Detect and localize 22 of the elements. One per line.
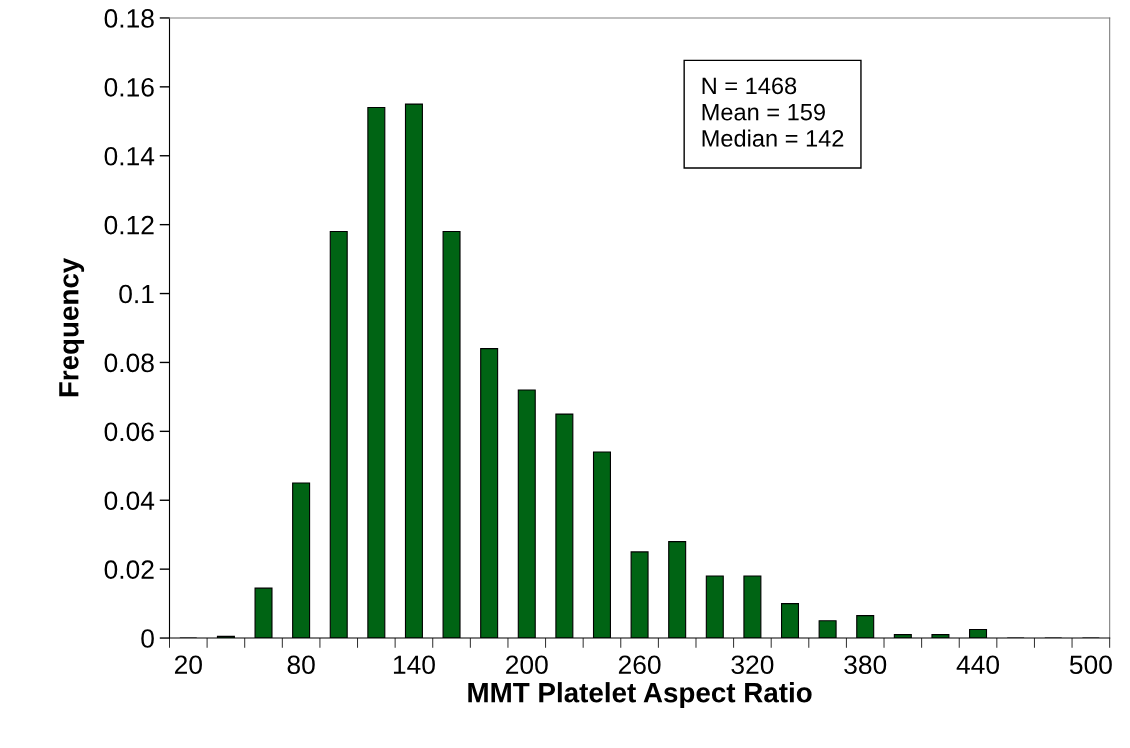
y-tick-label: 0 [141,629,154,648]
x-tick-label: 380 [844,655,887,675]
y-axis-title: Frequency [59,257,85,397]
x-tick-label: 500 [1069,655,1112,675]
x-axis-title: MMT Platelet Aspect Ratio [468,682,812,708]
y-tick-label: 0.16 [104,77,154,97]
x-tick-label: 200 [506,655,548,675]
y-tick-label: 0.02 [104,560,154,579]
y-tick-label: 0.18 [104,9,154,28]
x-tick-label: 320 [731,655,774,675]
x-tick-label: 140 [393,655,435,675]
y-tick-label: 0.12 [104,215,154,235]
y-tick-label: 0.06 [104,422,154,442]
y-tick-label: 0.04 [104,491,155,511]
x-tick-label: 260 [618,655,661,675]
y-tick-label: 0.14 [104,146,155,166]
y-tick-label: 0.1 [119,284,154,304]
x-tick-label: 440 [956,655,1000,675]
x-tick-label: 20 [174,655,202,675]
y-tick-label: 0.08 [104,353,154,373]
annotation: N = 1468 Mean = 159 Median = 142 [702,77,844,147]
x-tick-label: 80 [287,655,315,675]
